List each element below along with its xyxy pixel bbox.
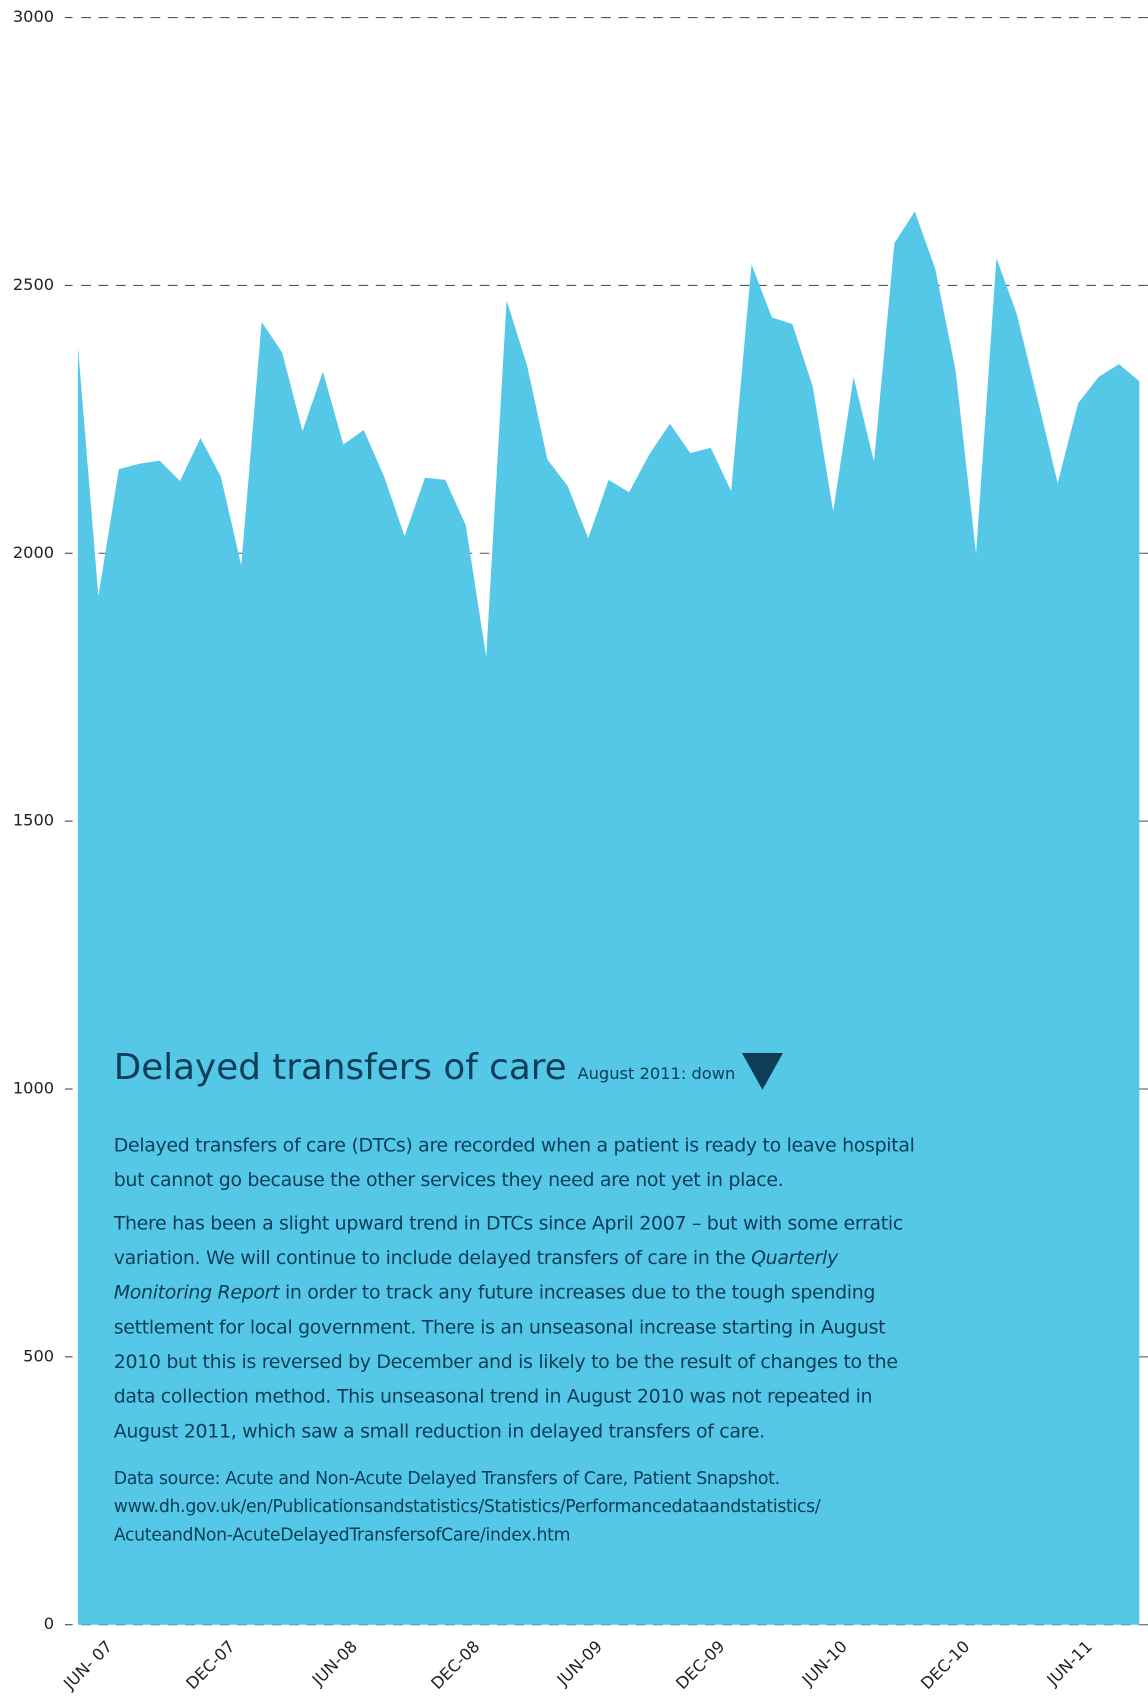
text: in order to track any future increases d… [113,1282,898,1443]
text-panel: Delayed transfers of care August 2011: d… [114,1045,937,1549]
panel: Delayed transfers of care August 2011: d… [114,1045,937,1549]
y-tick-label: 3000 [13,7,54,26]
x-tick-label: JUN-11 [1043,1637,1096,1690]
y-tick-label: 500 [23,1346,54,1365]
y-tick-label: 1500 [13,811,54,830]
source-line: AcuteandNon-AcuteDelayedTransfersofCare/… [113,1524,571,1545]
x-tick-label: JUN-10 [798,1637,851,1690]
panel-title: Delayed transfers of care [113,1045,567,1088]
source-line: www.dh.gov.uk/en/Publicationsandstatisti… [113,1495,821,1517]
x-tick-label: JUN-09 [553,1637,606,1690]
down-arrow [741,1052,783,1090]
y-tick-label: 2500 [13,275,54,294]
text: There has been a slight upward trend in … [113,1213,904,1270]
x-tick-label: JUN- 07 [59,1637,116,1694]
x-tick-label: DEC-08 [427,1637,483,1693]
x-tick-label: DEC-10 [917,1637,973,1693]
y-tick-label: 2000 [13,543,54,562]
y-tick-label: 0 [44,1614,54,1633]
x-tick-label: DEC-07 [182,1637,238,1693]
x-tick-label: JUN-08 [308,1637,361,1690]
panel-status: August 2011: down [577,1063,736,1083]
italic-text: Quarterly Monitoring Report [113,1247,838,1305]
source-line: Data source: Acute and Non-Acute Delayed… [113,1467,780,1489]
x-tick-label: DEC-09 [672,1637,728,1693]
panel-heading: Delayed transfers of care August 2011: d… [113,1045,937,1090]
area [77,211,1140,1625]
panel-paragraph: There has been a slight upward trend in … [114,1207,937,1450]
data-source: Data source: Acute and Non-Acute Delayed… [114,1464,937,1548]
y-tick-label: 1000 [13,1079,54,1098]
panel-paragraph: Delayed transfers of care (DTCs) are rec… [113,1135,915,1192]
